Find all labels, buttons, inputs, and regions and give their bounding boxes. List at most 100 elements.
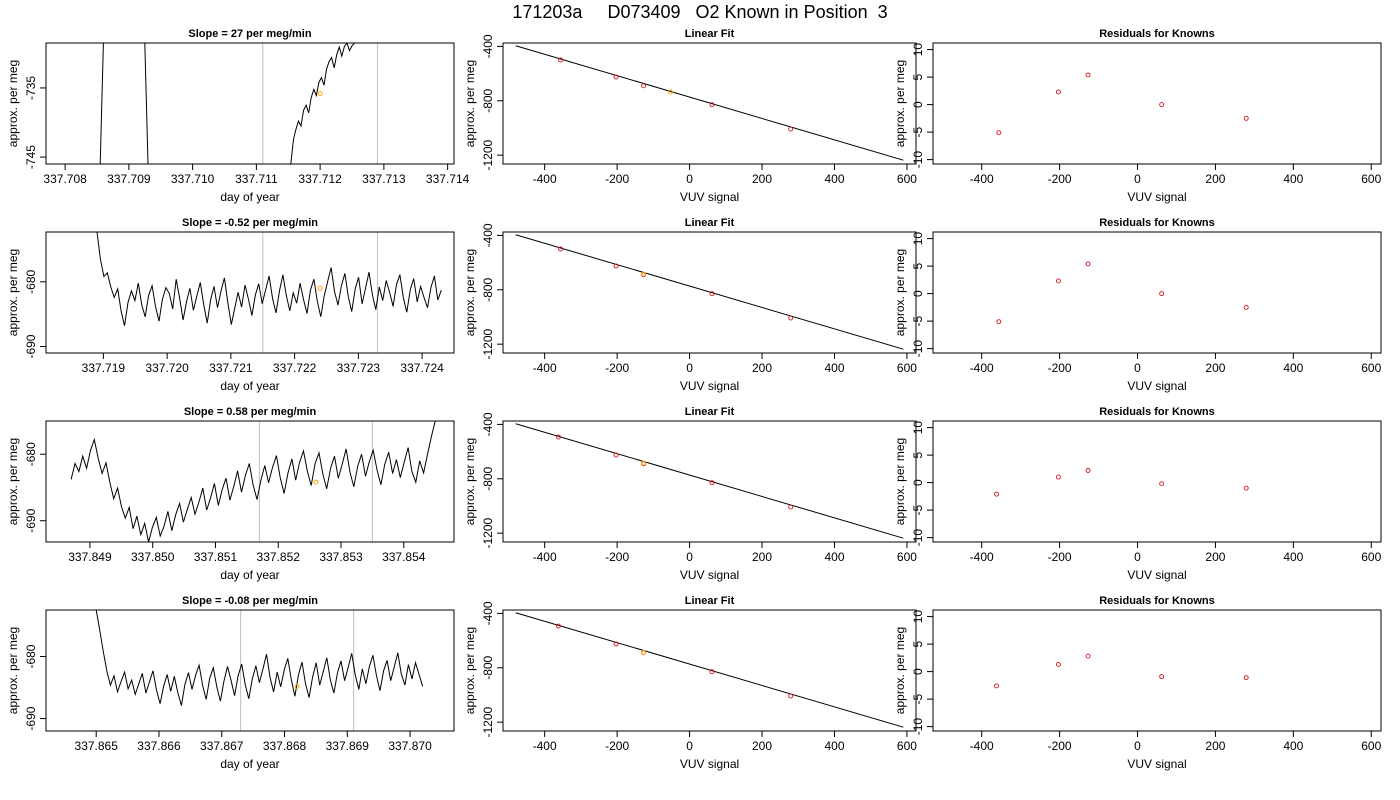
panel-title: Residuals for Knowns bbox=[1099, 406, 1215, 418]
plot-frame bbox=[502, 231, 917, 354]
x-tick-label: 400 bbox=[1283, 739, 1303, 753]
x-tick-label: 200 bbox=[752, 550, 772, 564]
x-tick-label: 337.851 bbox=[194, 550, 238, 564]
x-tick-label: -200 bbox=[1048, 361, 1072, 375]
data-point bbox=[996, 130, 1002, 136]
panel-title: Residuals for Knowns bbox=[1099, 28, 1215, 40]
y-axis-label: approx. per meg bbox=[6, 627, 20, 714]
highlight-point bbox=[317, 285, 323, 291]
plot-area bbox=[996, 72, 1249, 136]
plot-frame bbox=[502, 420, 917, 543]
data-point bbox=[994, 491, 999, 497]
data-point bbox=[613, 641, 619, 647]
data-point bbox=[1243, 675, 1249, 681]
y-tick-label: -800 bbox=[481, 277, 495, 301]
y-tick-label: 10 bbox=[911, 232, 925, 246]
y-axis-label: approx. per meg bbox=[893, 438, 907, 525]
x-tick-label: 600 bbox=[1361, 172, 1381, 186]
x-tick-label: 200 bbox=[752, 361, 772, 375]
y-tick-label: -745 bbox=[24, 145, 38, 169]
data-point bbox=[788, 315, 794, 321]
y-tick-label: -800 bbox=[481, 466, 495, 490]
plot-area bbox=[95, 610, 424, 706]
y-axis-label: approx. per meg bbox=[463, 438, 477, 525]
data-point bbox=[994, 683, 999, 689]
y-tick-label: 10 bbox=[911, 610, 925, 624]
x-tick-label: 200 bbox=[1205, 550, 1225, 564]
series-line bbox=[96, 232, 442, 326]
panel-title: Linear Fit bbox=[685, 28, 735, 40]
data-point bbox=[1243, 304, 1249, 310]
data-point bbox=[1055, 278, 1061, 284]
y-tick-label: -5 bbox=[911, 315, 925, 326]
panel-linear-fit: Linear Fit -400 -200 0 200 400 600 -400 -800 -120… bbox=[463, 28, 917, 204]
x-tick-label: 400 bbox=[824, 550, 844, 564]
panel-title: Slope = 27 per meg/min bbox=[188, 28, 311, 40]
fit-line bbox=[515, 45, 904, 161]
y-tick-label: -690 bbox=[24, 508, 38, 532]
plot-area bbox=[515, 612, 904, 728]
plot-frame bbox=[45, 231, 455, 354]
plot-frame bbox=[502, 609, 917, 732]
x-tick-label: -400 bbox=[970, 739, 994, 753]
y-axis-label: approx. per meg bbox=[6, 249, 20, 336]
y-tick-label: -800 bbox=[481, 88, 495, 112]
highlight-point bbox=[641, 271, 647, 277]
x-tick-label: 337.850 bbox=[131, 550, 175, 564]
x-tick-label: 600 bbox=[897, 172, 917, 186]
plot-frame bbox=[45, 420, 455, 543]
x-tick-label: -400 bbox=[970, 172, 994, 186]
series-line bbox=[144, 43, 149, 164]
x-tick-label: 337.710 bbox=[171, 172, 215, 186]
series-line bbox=[99, 43, 104, 164]
data-point bbox=[1159, 291, 1165, 297]
plot-area bbox=[994, 653, 1249, 689]
y-tick-label: -400 bbox=[481, 412, 495, 436]
data-point bbox=[1085, 261, 1091, 267]
data-point bbox=[788, 126, 794, 132]
x-tick-label: 200 bbox=[752, 739, 772, 753]
plot-frame bbox=[45, 42, 455, 165]
x-tick-label: -400 bbox=[533, 550, 557, 564]
x-tick-label: 337.866 bbox=[137, 739, 181, 753]
panel-title: Slope = -0.52 per meg/min bbox=[182, 217, 318, 229]
x-tick-label: -200 bbox=[605, 361, 629, 375]
plot-frame bbox=[932, 609, 1382, 732]
highlight-point bbox=[667, 89, 673, 95]
panel-slope: Slope = -0.08 per meg/min 337.865 337.866 3… bbox=[6, 595, 455, 771]
x-tick-label: -400 bbox=[970, 361, 994, 375]
data-point bbox=[613, 452, 619, 458]
x-tick-label: 337.849 bbox=[68, 550, 112, 564]
panel-slope: Slope = 0.58 per meg/min 337.849 337.850 33… bbox=[6, 406, 455, 582]
x-tick-label: 337.721 bbox=[209, 361, 253, 375]
x-tick-label: 337.713 bbox=[362, 172, 406, 186]
y-tick-label: -800 bbox=[481, 655, 495, 679]
x-tick-label: 400 bbox=[1283, 550, 1303, 564]
plot-area bbox=[996, 261, 1249, 325]
x-tick-label: 400 bbox=[824, 739, 844, 753]
highlight-point bbox=[313, 479, 319, 485]
x-tick-label: -200 bbox=[1048, 550, 1072, 564]
data-point bbox=[788, 693, 794, 699]
plot-frame bbox=[932, 42, 1382, 165]
y-tick-label: 10 bbox=[911, 43, 925, 57]
highlight-point bbox=[641, 650, 647, 656]
data-point bbox=[1055, 474, 1061, 480]
y-tick-label: -10 bbox=[911, 718, 925, 736]
x-tick-label: 400 bbox=[824, 361, 844, 375]
y-tick-label: -400 bbox=[481, 34, 495, 58]
y-axis-label: approx. per meg bbox=[463, 627, 477, 714]
data-point bbox=[641, 83, 647, 89]
y-tick-label: 0 bbox=[911, 290, 925, 297]
x-axis-label: VUV signal bbox=[1127, 379, 1186, 393]
x-tick-label: 337.712 bbox=[298, 172, 342, 186]
x-tick-label: 337.853 bbox=[319, 550, 363, 564]
data-point bbox=[1159, 674, 1165, 679]
x-axis-label: day of year bbox=[220, 379, 279, 393]
y-tick-label: 5 bbox=[911, 640, 925, 647]
data-point bbox=[555, 434, 561, 440]
x-axis-label: VUV signal bbox=[1127, 568, 1186, 582]
y-tick-label: -10 bbox=[911, 529, 925, 547]
data-point bbox=[555, 623, 561, 629]
x-tick-label: 600 bbox=[897, 361, 917, 375]
